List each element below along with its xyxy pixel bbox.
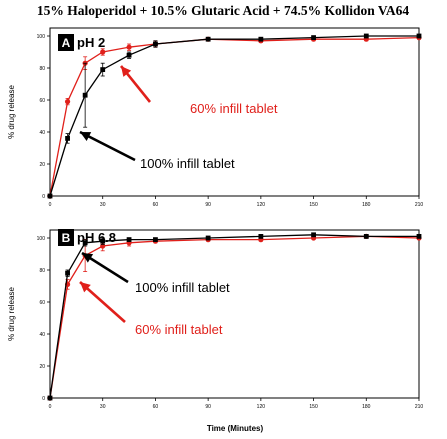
x-tick-label: 180 — [362, 202, 371, 208]
series-60-infill-line — [49, 36, 420, 197]
series-60-infill-line — [49, 235, 420, 399]
y-tick-label: 40 — [39, 332, 45, 338]
annotation-label: 60% infill tablet — [190, 101, 278, 116]
y-tick-label: 40 — [39, 130, 45, 136]
series-100-infill-point — [153, 41, 158, 47]
series-100-infill-line — [49, 35, 419, 197]
y-tick-label: 60 — [39, 98, 45, 104]
panel-letter: A — [62, 36, 71, 50]
x-tick-label: 0 — [49, 404, 52, 410]
x-tick-label: 30 — [100, 202, 106, 208]
series-100-infill-point — [126, 52, 132, 58]
annotation-arrow-head — [80, 282, 91, 293]
annotation-label: 60% infill tablet — [135, 322, 223, 337]
annotation-label: 100% infill tablet — [140, 156, 235, 171]
series-100-infill-point — [100, 67, 106, 72]
y-tick-label: 100 — [37, 236, 46, 242]
y-tick-label: 0 — [42, 396, 45, 402]
panel-letter-box — [58, 229, 74, 246]
panel-letter: B — [62, 231, 71, 245]
series-100-infill-point — [65, 136, 70, 141]
figure-title: 15% Haloperidol + 10.5% Glutaric Acid + … — [37, 3, 410, 18]
series-60-infill-point — [100, 49, 106, 55]
series-100-infill-point — [100, 238, 106, 244]
y-axis-title: % drug release — [7, 287, 16, 341]
plot-frame — [49, 229, 420, 399]
series-100-infill-point — [416, 234, 422, 239]
series-100-infill-point — [82, 240, 88, 246]
series-100-infill-point — [82, 92, 88, 98]
series-100-infill-point — [205, 235, 211, 241]
x-tick-label: 0 — [49, 202, 52, 208]
y-tick-label: 20 — [39, 162, 45, 168]
x-tick-label: 60 — [153, 202, 159, 208]
series-100-infill-point — [258, 36, 264, 42]
x-tick-label: 120 — [257, 202, 266, 208]
y-tick-label: 80 — [39, 66, 45, 72]
y-axis-title: % drug release — [7, 85, 16, 139]
annotation-label: 100% infill tablet — [135, 280, 230, 295]
series-100-infill-point — [153, 237, 158, 242]
series-100-infill-point — [47, 193, 53, 199]
annotation-arrow-shaft — [79, 130, 136, 162]
series-100-infill-point — [47, 395, 53, 401]
series-100-infill-point — [258, 234, 264, 239]
annotation-arrow-head — [82, 253, 94, 263]
series-100-infill-point — [205, 36, 211, 42]
x-tick-label: 210 — [415, 404, 424, 410]
y-tick-label: 20 — [39, 364, 45, 370]
panel-b-chart: 0 30 60 90 120 150 180 210 0 20 40 60 80 100 % drug re… — [7, 229, 423, 410]
x-tick-label: 30 — [100, 404, 106, 410]
x-tick-label: 90 — [205, 404, 211, 410]
x-tick-label: 210 — [415, 202, 424, 208]
series-100-infill-point — [363, 234, 369, 239]
x-tick-label: 180 — [362, 404, 371, 410]
x-tick-label: 150 — [309, 202, 318, 208]
series-60-infill-point — [126, 44, 132, 50]
x-tick-label: 120 — [257, 404, 266, 410]
y-tick-label: 80 — [39, 268, 45, 274]
x-axis-title: Time (Minutes) — [207, 424, 264, 433]
series-100-infill-point — [126, 237, 132, 242]
y-tick-label: 100 — [37, 34, 46, 40]
series-60-infill-point — [64, 99, 71, 105]
plot-frame — [49, 27, 420, 197]
series-100-infill-point — [363, 33, 369, 39]
y-tick-label: 60 — [39, 300, 45, 306]
x-tick-label: 60 — [153, 404, 159, 410]
y-tick-label: 0 — [42, 194, 45, 200]
series-100-infill-point — [311, 232, 316, 238]
annotation-arrow-shaft — [79, 281, 126, 323]
x-tick-label: 90 — [205, 202, 211, 208]
series-100-infill-line — [49, 234, 419, 399]
x-tick-label: 150 — [309, 404, 318, 410]
panel-a-chart: 0 30 60 90 120 150 180 210 0 20 40 60 80 100 % drug re… — [7, 27, 424, 208]
annotation-arrow-head — [121, 66, 132, 77]
panel-letter-box — [58, 34, 74, 51]
series-100-infill-point — [65, 270, 70, 276]
annotation-arrow-head — [80, 132, 92, 141]
series-100-infill-point — [311, 35, 316, 40]
series-100-infill-point — [416, 33, 422, 39]
panel-label: pH 2 — [77, 35, 105, 50]
